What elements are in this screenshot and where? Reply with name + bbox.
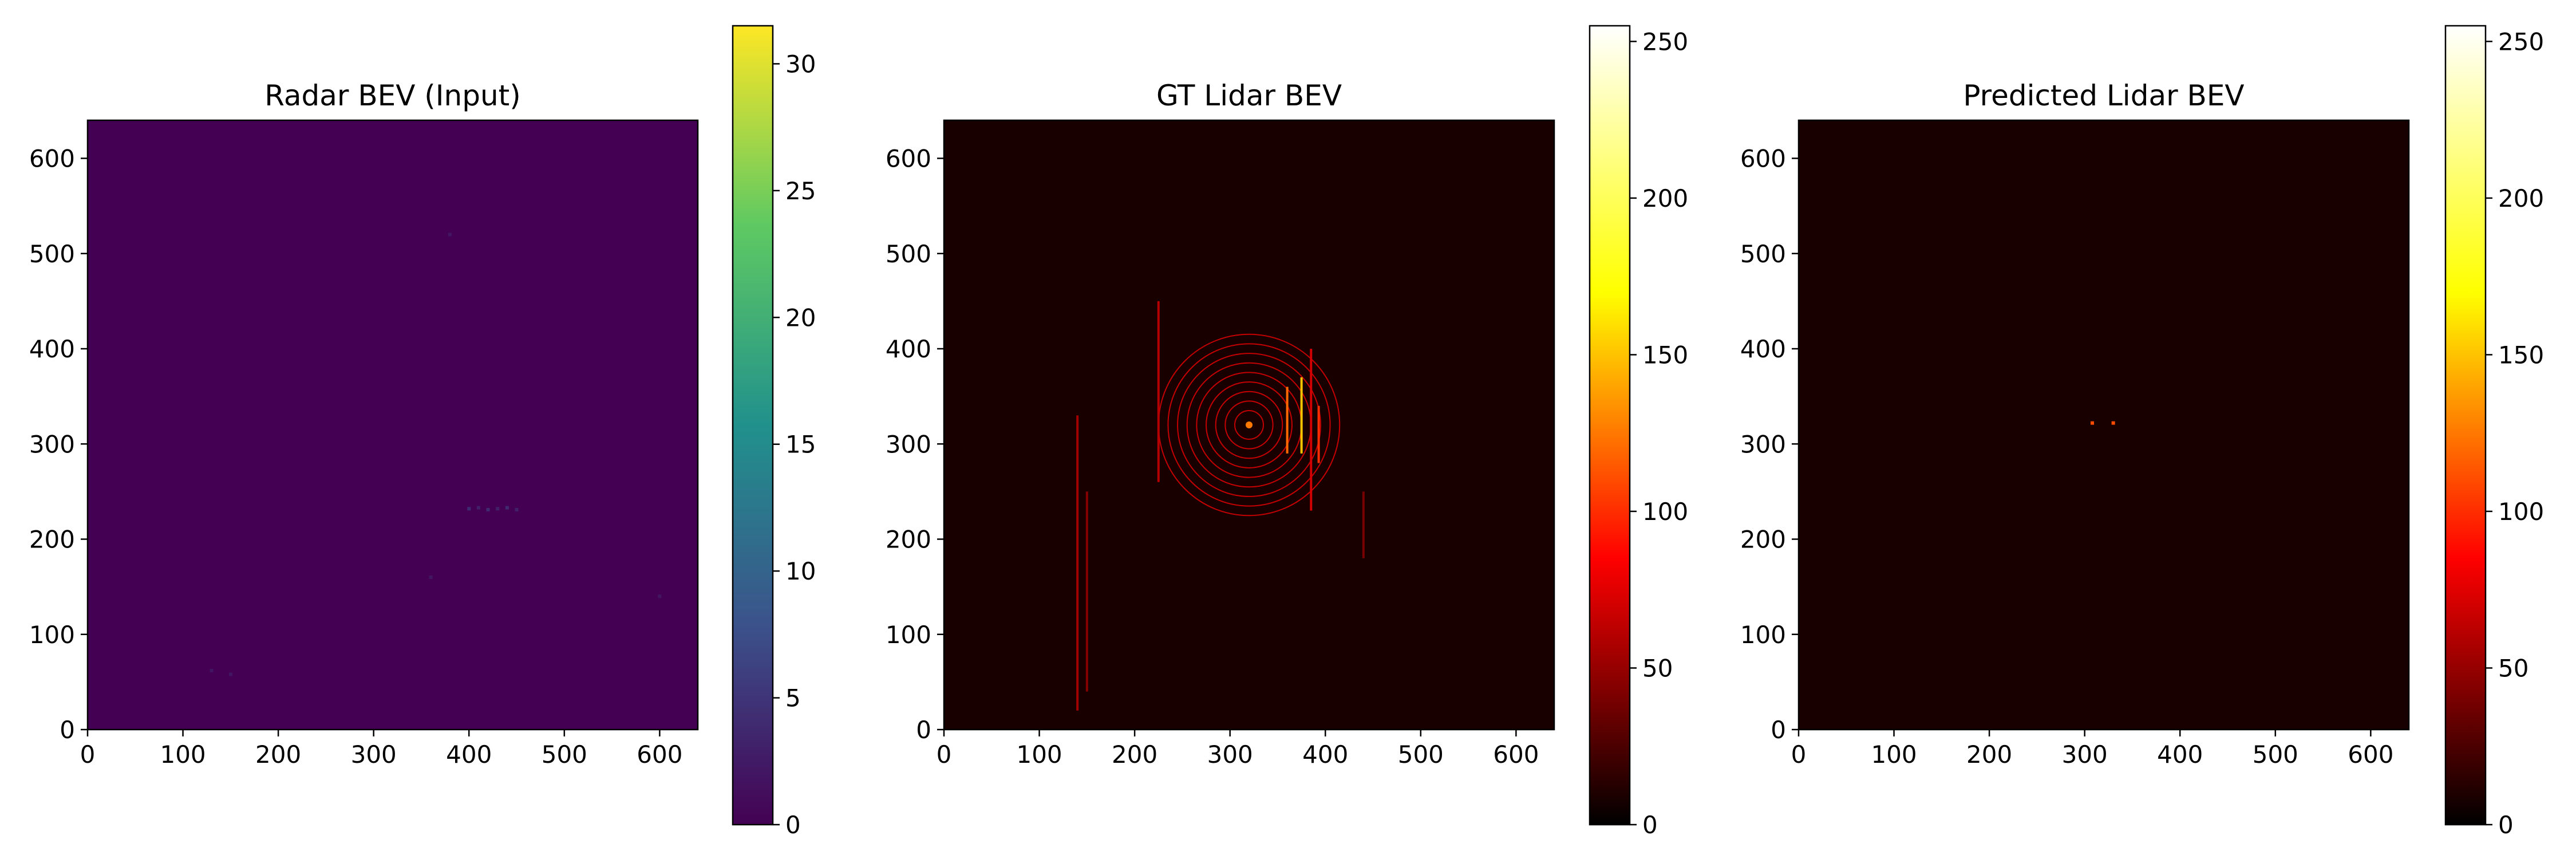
x-tick-label: 200 xyxy=(1112,740,1157,769)
colorbar-tick-label: 0 xyxy=(2498,811,2514,839)
x-tick-label: 400 xyxy=(446,740,492,769)
y-tick-label: 0 xyxy=(60,716,75,744)
colorbar-tick-label: 25 xyxy=(785,177,816,205)
x-tick-label: 100 xyxy=(1016,740,1062,769)
data-point xyxy=(505,506,509,510)
data-point xyxy=(429,576,433,579)
panel-1: Radar BEV (Input)0 100 200 300 400 500 6000100… xyxy=(29,25,816,839)
y-tick-label: 500 xyxy=(29,240,75,268)
y-tick-label: 200 xyxy=(1740,526,1786,554)
x-tick-label: 600 xyxy=(1493,740,1539,769)
colorbar-tick-label: 150 xyxy=(2498,341,2544,369)
y-tick-label: 400 xyxy=(886,335,931,363)
y-tick-label: 300 xyxy=(29,430,75,458)
heatmap-marks xyxy=(1076,301,1365,711)
y-tick-label: 500 xyxy=(886,240,931,268)
axes-frame xyxy=(943,119,1555,731)
data-point xyxy=(2091,421,2095,425)
x-tick-label: 500 xyxy=(1398,740,1444,769)
x-tick-label: 100 xyxy=(1871,740,1917,769)
y-tick-label: 600 xyxy=(29,145,75,173)
axes-frame xyxy=(86,119,699,731)
y-tick-label: 100 xyxy=(29,621,75,649)
colorbar-tick-label: 20 xyxy=(785,304,816,332)
x-tick-label: 200 xyxy=(1966,740,2012,769)
data-point xyxy=(496,507,500,511)
data-point xyxy=(658,594,662,598)
panel-title: GT Lidar BEV xyxy=(1156,79,1342,112)
y-tick-label: 600 xyxy=(1740,145,1786,173)
y-tick-label: 300 xyxy=(886,430,931,458)
x-tick-label: 300 xyxy=(2062,740,2108,769)
panel-title: Predicted Lidar BEV xyxy=(1963,79,2244,112)
x-tick-label: 0 xyxy=(1791,740,1807,769)
lidar-ring xyxy=(1224,400,1274,450)
axes-frame xyxy=(1797,119,2410,731)
colorbar-tick-label: 0 xyxy=(1642,811,1658,839)
heatmap-background xyxy=(1799,120,2409,730)
colorbar-tick-label: 100 xyxy=(1642,498,1688,526)
y-tick-label: 300 xyxy=(1740,430,1786,458)
lidar-ring xyxy=(1167,343,1331,507)
colorbar-tick-label: 30 xyxy=(785,50,816,78)
y-tick-label: 500 xyxy=(1740,240,1786,268)
colorbar-tick-label: 50 xyxy=(1642,654,1673,682)
x-tick-label: 500 xyxy=(542,740,587,769)
heatmap-marks xyxy=(210,233,662,676)
colorbar-tick-label: 10 xyxy=(785,557,816,585)
y-tick-label: 600 xyxy=(886,145,931,173)
y-tick-label: 200 xyxy=(29,526,75,554)
colorbar-tick-label: 150 xyxy=(1642,341,1688,369)
colorbar-tick-label: 200 xyxy=(2498,184,2544,212)
x-tick-label: 300 xyxy=(351,740,397,769)
data-point xyxy=(2111,421,2115,425)
y-tick-label: 0 xyxy=(916,716,931,744)
colorbar-tick-label: 50 xyxy=(2498,654,2528,682)
x-tick-label: 400 xyxy=(1302,740,1348,769)
heatmap-background xyxy=(88,120,698,730)
x-tick-label: 300 xyxy=(1207,740,1253,769)
data-point xyxy=(210,668,214,672)
sensor-center-point xyxy=(1246,421,1253,428)
colorbar xyxy=(732,25,774,826)
lidar-ring xyxy=(1215,391,1283,459)
data-point xyxy=(515,507,519,511)
colorbar-tick-label: 5 xyxy=(785,684,801,712)
data-point xyxy=(476,506,480,510)
x-tick-label: 0 xyxy=(80,740,96,769)
data-point xyxy=(486,507,490,511)
colorbar-tick-label: 100 xyxy=(2498,498,2544,526)
y-tick-label: 0 xyxy=(1771,716,1786,744)
data-point xyxy=(448,233,452,237)
x-tick-label: 400 xyxy=(2157,740,2203,769)
y-tick-label: 200 xyxy=(886,526,931,554)
y-tick-label: 100 xyxy=(1740,621,1786,649)
panel-title: Radar BEV (Input) xyxy=(264,79,521,112)
x-tick-label: 100 xyxy=(160,740,206,769)
x-tick-label: 200 xyxy=(255,740,301,769)
lidar-ring xyxy=(1234,410,1264,440)
colorbar xyxy=(2444,25,2487,826)
colorbar-tick-label: 15 xyxy=(785,431,816,459)
colorbar-tick-label: 250 xyxy=(1642,27,1688,56)
data-point xyxy=(228,672,232,676)
y-tick-label: 100 xyxy=(886,621,931,649)
x-tick-label: 0 xyxy=(937,740,952,769)
data-point xyxy=(467,507,471,511)
x-tick-label: 500 xyxy=(2253,740,2298,769)
y-tick-label: 400 xyxy=(29,335,75,363)
heatmap-marks xyxy=(2091,421,2115,425)
colorbar-tick-label: 200 xyxy=(1642,184,1688,212)
colorbar-tick-label: 0 xyxy=(785,811,801,839)
colorbar-tick-label: 250 xyxy=(2498,27,2544,56)
lidar-ring xyxy=(1177,353,1321,497)
x-tick-label: 600 xyxy=(2348,740,2393,769)
colorbar xyxy=(1589,25,1631,826)
lidar-ring xyxy=(1206,381,1293,468)
x-tick-label: 600 xyxy=(637,740,682,769)
y-tick-label: 400 xyxy=(1740,335,1786,363)
